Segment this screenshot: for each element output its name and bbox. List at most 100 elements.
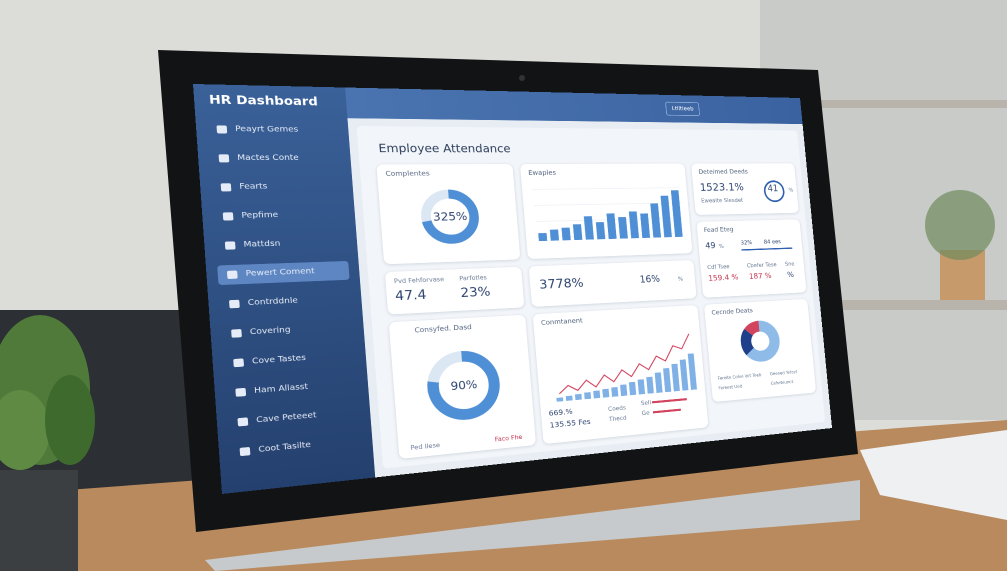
main: Employee Attendance Complentes 325% Ewap… [347, 118, 832, 477]
bar [556, 397, 563, 401]
ring-unit: % [788, 187, 793, 193]
field-value: 49 [705, 241, 716, 251]
card-title: Fead Eteg [704, 226, 734, 234]
card: Fead Eteg 49 % 32% 84 ees Cdf Tsee Cbefe… [696, 219, 806, 297]
bar [629, 382, 636, 395]
bar [661, 196, 672, 238]
screen: HR Dashboard Peayrt Gemes Mactes Conte Fea… [193, 84, 832, 494]
bar [638, 379, 645, 394]
stat-value: 1523.1% [699, 181, 744, 194]
legend-label: Fereite Colve Vet Teeb [717, 373, 761, 382]
nav-item[interactable]: Mattdsn [215, 233, 347, 256]
plant-pot [0, 470, 78, 571]
bar [573, 224, 582, 240]
nav-item[interactable]: Mactes Conte [209, 149, 341, 168]
nav-item[interactable]: Ham Allasst [226, 374, 359, 403]
bar [611, 387, 618, 397]
bar [663, 368, 671, 392]
nav-item[interactable]: Pewert Coment [217, 261, 349, 285]
bar [575, 394, 582, 400]
legend-label: Thecd [609, 415, 627, 423]
field-value: 84 ees [764, 239, 782, 246]
card: Consyfed. Dasd Ped Ilese Faco Fhe 90% [389, 315, 536, 459]
card: Pvd Fehforvase Parfotles 47.4 23% [385, 267, 525, 315]
nav-item[interactable]: Coot Tasilte [230, 431, 363, 463]
stat-value: 47.4 [395, 287, 428, 304]
pie-chart [705, 311, 813, 373]
ring-value: 41 [767, 184, 778, 194]
card: Cecnde Deats Fereite Colve Vet Teeb Geeee… [704, 299, 816, 402]
legend-label: Geeeed Tetcet [770, 370, 798, 377]
donut-value: 90% [450, 378, 478, 394]
field-label: Sne [785, 261, 795, 267]
field-unit: % [718, 243, 724, 249]
bar [593, 390, 600, 398]
combo-chart [534, 319, 706, 411]
bar [561, 228, 570, 241]
card-title: Ewaples [528, 170, 556, 177]
bar [646, 377, 654, 394]
stat-value: 23% [460, 284, 491, 300]
bar [620, 384, 627, 396]
guide-line [533, 188, 680, 190]
page-title: Employee Attendance [378, 141, 511, 155]
card: 3778% 16% % [529, 260, 697, 307]
nav-item[interactable]: Contrddnle [219, 289, 352, 314]
panel: Employee Attendance Complentes 325% Ewap… [357, 126, 826, 469]
nav-item[interactable]: Cove Tastes [223, 346, 356, 374]
shelf [820, 100, 1007, 108]
bar-label: Ge [641, 409, 649, 416]
field-value: 32% [740, 239, 752, 245]
nav-item[interactable]: Cave Peteeet [228, 402, 361, 433]
bar [655, 372, 663, 393]
stat-value: 3778% [539, 276, 584, 293]
stat-label: Pvd Fehforvase [394, 276, 445, 285]
legend-label: Fereest Ueit [718, 384, 742, 391]
bar [538, 233, 547, 241]
card: Ewaples [520, 164, 693, 260]
donut-value: 325% [432, 210, 467, 224]
legend-label: Ceheteuncs [771, 380, 794, 387]
stat-value: 135.55 Fes [549, 418, 591, 430]
nav-item[interactable]: Pepfime [213, 205, 345, 227]
field-label: Cdf Tsee [707, 263, 730, 270]
sidebar: HR Dashboard Peayrt Gemes Mactes Conte Fea… [193, 84, 375, 494]
bar [566, 396, 573, 401]
bar [584, 392, 591, 399]
field-label: Cbefer Tese [746, 261, 776, 268]
card: Deteimed Deeds 1523.1% Eweaite Slesdet 4… [691, 163, 799, 215]
nav-item[interactable]: Fearts [211, 177, 343, 197]
nav-item[interactable]: Peayrt Gemes [207, 120, 339, 140]
legend-label: Coeds [608, 404, 626, 412]
divider [741, 247, 792, 250]
card: Conmtanent 669.% 135.55 Fes Coeds Thecd … [533, 305, 709, 444]
shelf [820, 300, 1007, 310]
plant-blur [925, 190, 995, 260]
guide-line [534, 203, 681, 206]
field-value: % [787, 270, 794, 279]
bar [650, 203, 661, 237]
card-title: Deteimed Deeds [698, 169, 748, 176]
field-value: 187 % [749, 271, 772, 281]
bar [596, 222, 605, 239]
donut: 90% [390, 328, 536, 453]
nav-item[interactable]: Covering [221, 317, 354, 344]
bar [688, 353, 697, 390]
stat-value: 16% [639, 274, 660, 285]
bar [550, 229, 559, 240]
bar [629, 211, 639, 238]
bar [671, 190, 683, 237]
bar [680, 359, 689, 390]
stat-label: Eweaite Slesdet [701, 197, 743, 204]
top-button[interactable]: Ltlltieeb [665, 102, 700, 116]
bar [602, 389, 609, 398]
card: Complentes 325% [376, 164, 520, 264]
progress [653, 409, 681, 414]
camera [519, 75, 525, 81]
app-title: HR Dashboard [209, 92, 319, 108]
bar [671, 364, 679, 392]
stat-label: Parfotles [459, 274, 487, 282]
bar-chart [521, 177, 692, 259]
